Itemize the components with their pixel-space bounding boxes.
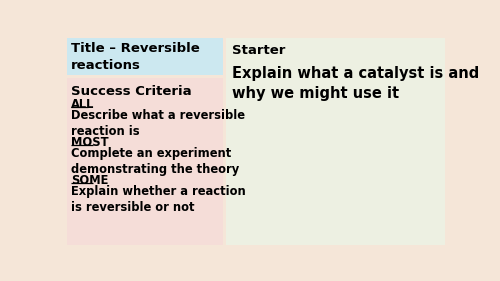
Text: Explain what a catalyst is and
why we might use it: Explain what a catalyst is and why we mi… [232,66,480,101]
Text: Explain whether a reaction
is reversible or not: Explain whether a reaction is reversible… [71,185,246,214]
Text: MOST: MOST [71,136,108,149]
Text: ALL: ALL [71,98,94,111]
Text: Title – Reversible
reactions: Title – Reversible reactions [71,42,200,72]
FancyBboxPatch shape [67,78,223,246]
Text: SOME: SOME [71,174,108,187]
Text: Complete an experiment
demonstrating the theory: Complete an experiment demonstrating the… [71,147,239,176]
Text: Starter: Starter [232,44,285,58]
Text: Describe what a reversible
reaction is: Describe what a reversible reaction is [71,109,245,138]
Text: Success Criteria: Success Criteria [71,85,192,98]
FancyBboxPatch shape [226,38,446,246]
FancyBboxPatch shape [67,38,223,75]
